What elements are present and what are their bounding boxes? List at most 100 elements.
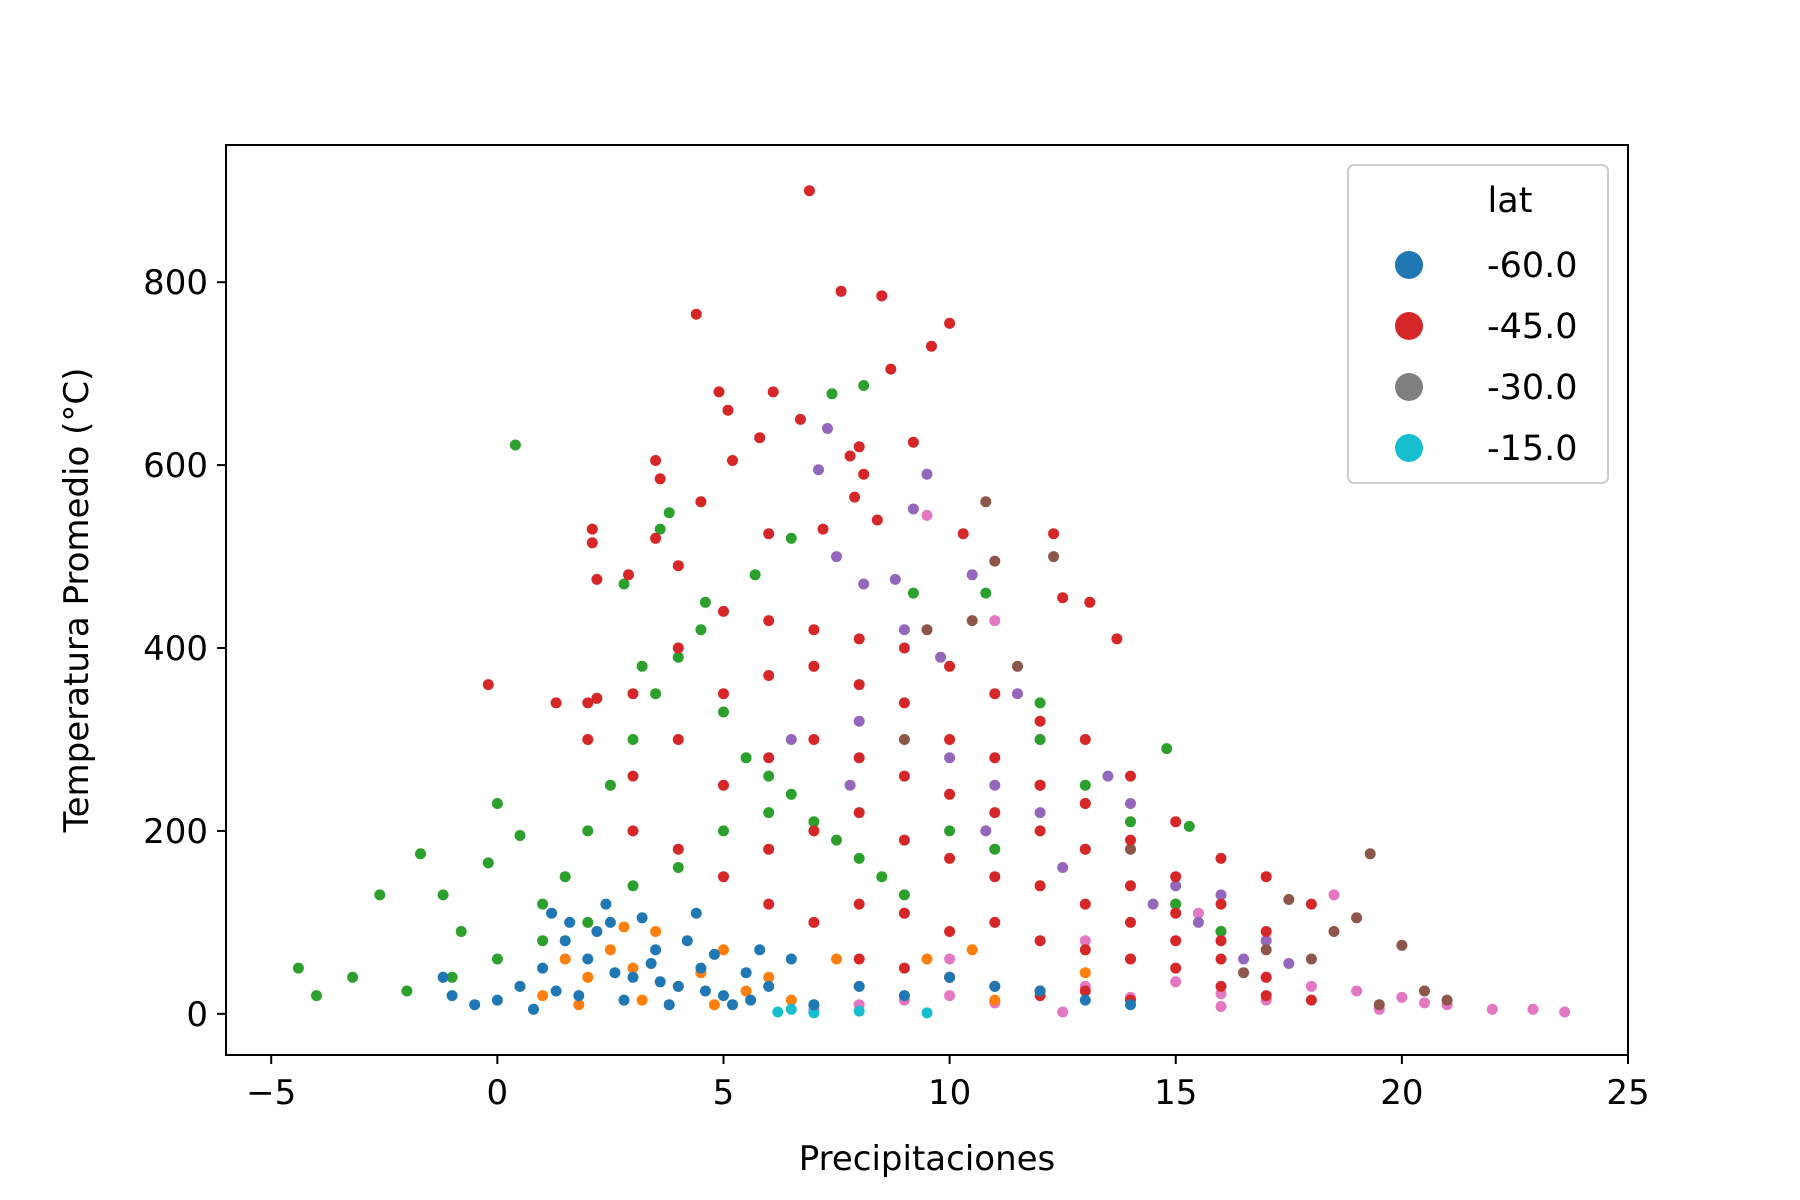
data-point bbox=[885, 363, 897, 375]
data-point bbox=[1192, 907, 1204, 919]
data-point bbox=[627, 688, 639, 700]
data-point bbox=[1396, 939, 1408, 951]
data-point bbox=[718, 871, 729, 883]
data-point bbox=[1351, 912, 1363, 924]
series-0 bbox=[808, 509, 1571, 1018]
data-point bbox=[1125, 916, 1136, 928]
data-point bbox=[727, 999, 738, 1011]
data-point bbox=[1125, 999, 1136, 1011]
data-point bbox=[944, 926, 956, 937]
data-point bbox=[672, 734, 684, 745]
data-point bbox=[763, 615, 775, 627]
y-tick-label: 800 bbox=[143, 263, 208, 303]
data-point bbox=[944, 734, 956, 745]
data-points bbox=[292, 185, 1571, 1019]
data-point bbox=[1079, 779, 1091, 791]
data-point bbox=[627, 880, 639, 892]
data-point bbox=[491, 994, 503, 1006]
data-point bbox=[591, 692, 603, 704]
data-point bbox=[415, 848, 426, 860]
x-axis-label: Precipitaciones bbox=[799, 1139, 1056, 1179]
data-point bbox=[813, 464, 824, 476]
data-point bbox=[1305, 953, 1317, 965]
data-point bbox=[1079, 994, 1091, 1006]
series-2 bbox=[898, 496, 1453, 1011]
data-point bbox=[907, 503, 919, 515]
data-point bbox=[785, 953, 797, 965]
y-axis-label: Temperatura Promedio (°C) bbox=[57, 368, 97, 834]
data-point bbox=[1260, 971, 1272, 983]
data-point bbox=[989, 555, 1001, 567]
data-point bbox=[582, 825, 594, 837]
legend-marker bbox=[1395, 312, 1423, 340]
data-point bbox=[1283, 958, 1295, 969]
data-point bbox=[1079, 798, 1091, 809]
y-tick-label: 200 bbox=[143, 812, 208, 852]
data-point bbox=[699, 596, 711, 608]
data-point bbox=[844, 450, 856, 462]
data-point bbox=[957, 528, 969, 540]
data-point bbox=[1034, 734, 1046, 745]
legend-entry: -30.0 bbox=[1395, 368, 1578, 408]
data-point bbox=[898, 962, 910, 974]
data-point bbox=[763, 980, 775, 992]
data-point bbox=[921, 624, 933, 636]
x-tick-label: 15 bbox=[1154, 1073, 1197, 1113]
data-point bbox=[1215, 1001, 1227, 1012]
data-point bbox=[944, 660, 956, 672]
data-point bbox=[695, 624, 707, 636]
data-point bbox=[853, 807, 865, 819]
data-point bbox=[989, 871, 1001, 883]
legend-marker bbox=[1395, 434, 1423, 462]
data-point bbox=[907, 587, 919, 599]
data-point bbox=[292, 962, 304, 974]
data-point bbox=[1111, 633, 1123, 645]
data-point bbox=[604, 944, 616, 956]
data-point bbox=[754, 432, 766, 444]
data-point bbox=[1079, 898, 1091, 910]
data-point bbox=[1170, 871, 1182, 883]
data-point bbox=[708, 948, 720, 960]
data-point bbox=[582, 971, 594, 983]
data-point bbox=[745, 994, 757, 1006]
data-point bbox=[573, 990, 585, 1002]
data-point bbox=[1084, 596, 1096, 608]
data-point bbox=[898, 697, 910, 709]
data-point bbox=[844, 779, 856, 791]
data-point bbox=[604, 779, 616, 791]
data-point bbox=[718, 825, 729, 837]
data-point bbox=[1034, 880, 1046, 892]
data-point bbox=[785, 788, 797, 800]
data-point bbox=[876, 871, 888, 883]
data-point bbox=[650, 455, 662, 466]
data-point bbox=[1125, 816, 1136, 828]
x-tick-label: 5 bbox=[713, 1073, 735, 1113]
data-point bbox=[898, 990, 910, 1002]
data-point bbox=[898, 770, 910, 782]
legend-entry: -60.0 bbox=[1395, 246, 1578, 286]
data-point bbox=[695, 962, 707, 974]
legend-label: -15.0 bbox=[1487, 429, 1578, 469]
x-tick-label: 25 bbox=[1606, 1073, 1649, 1113]
data-point bbox=[401, 985, 413, 997]
data-point bbox=[1079, 843, 1091, 855]
data-point bbox=[627, 971, 639, 983]
data-point bbox=[1170, 907, 1182, 919]
data-point bbox=[672, 862, 684, 873]
data-point bbox=[627, 825, 639, 837]
data-point bbox=[808, 660, 820, 672]
data-point bbox=[491, 953, 503, 965]
data-point bbox=[650, 926, 662, 937]
data-point bbox=[763, 528, 775, 540]
data-point bbox=[740, 985, 752, 997]
data-point bbox=[1079, 985, 1091, 997]
series-1 bbox=[785, 290, 1295, 969]
data-point bbox=[1057, 1006, 1069, 1018]
data-point bbox=[1034, 807, 1046, 819]
data-point bbox=[1079, 944, 1091, 956]
data-point bbox=[564, 916, 576, 928]
data-point bbox=[537, 935, 549, 947]
data-point bbox=[808, 816, 820, 828]
data-point bbox=[559, 953, 571, 965]
